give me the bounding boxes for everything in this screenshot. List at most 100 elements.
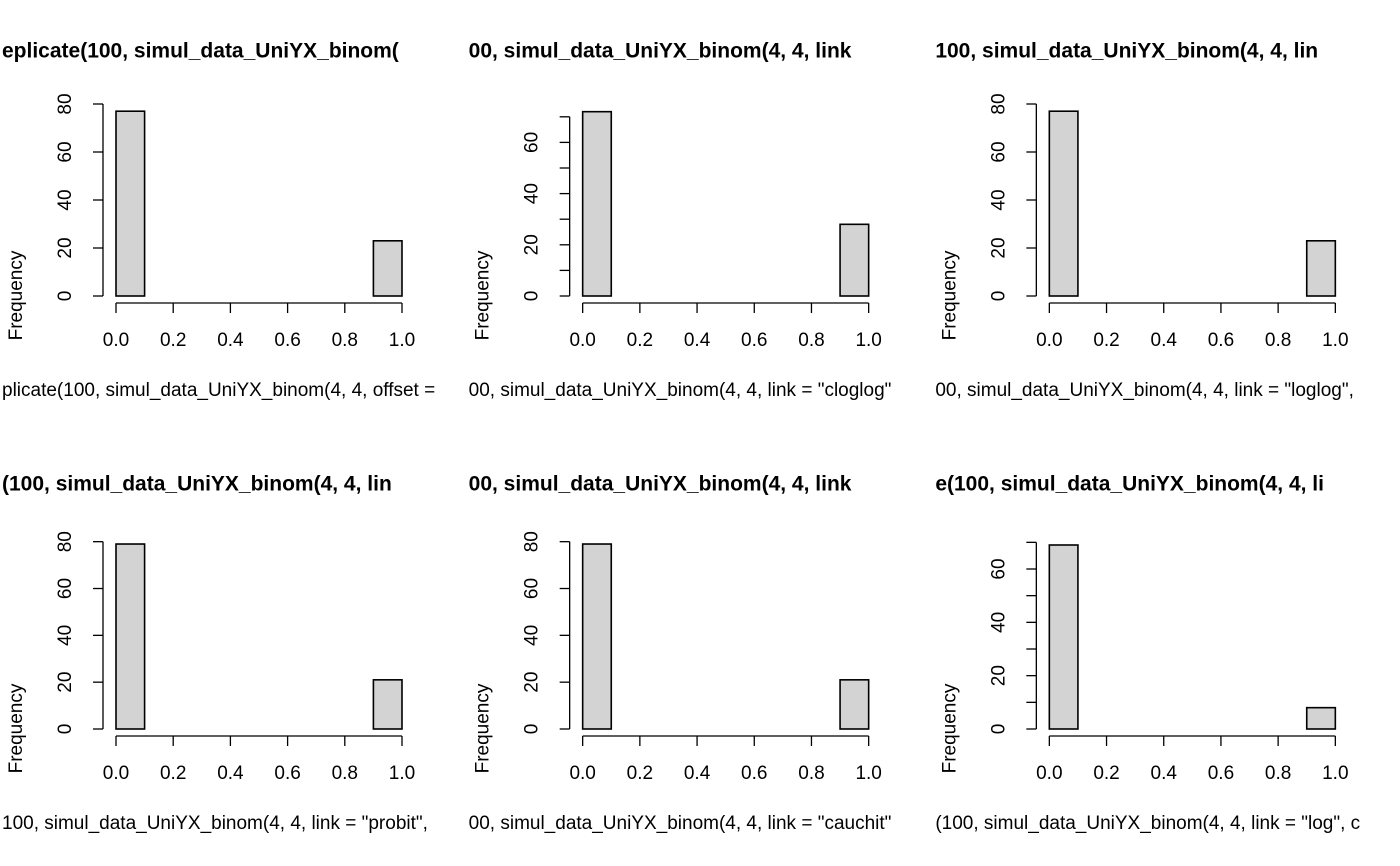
y-tick-label: 60 <box>522 132 543 153</box>
panel: 100, simul_data_UniYX_binom(4, 4, lin 00,… <box>935 40 1354 401</box>
panel-title: 00, simul_data_UniYX_binom(4, 4, link <box>469 40 852 63</box>
y-tick-label: 0 <box>988 291 1009 302</box>
bar <box>1048 544 1079 730</box>
x-tick-label: 0.2 <box>160 763 186 784</box>
x-tick-label: 0.8 <box>332 763 358 784</box>
x-tick-label: 0.4 <box>217 330 244 351</box>
y-tick-label: 40 <box>988 612 1009 633</box>
y-tick-label: 60 <box>55 141 76 162</box>
x-tick-label: 1.0 <box>389 330 415 351</box>
bar <box>372 240 403 297</box>
x-tick-label: 0.8 <box>332 330 358 351</box>
y-tick-label: 60 <box>988 558 1009 579</box>
y-tick-label: 20 <box>55 237 76 258</box>
x-axis-label: 00, simul_data_UniYX_binom(4, 4, link = … <box>469 813 892 834</box>
x-tick-label: 1.0 <box>855 763 881 784</box>
x-axis-label: (100, simul_data_UniYX_binom(4, 4, link … <box>935 813 1360 834</box>
y-tick-label: 0 <box>55 724 76 735</box>
x-tick-label: 0.2 <box>627 330 653 351</box>
panel: eplicate(100, simul_data_UniYX_binom(pli… <box>2 40 435 401</box>
x-tick-label: 0.6 <box>1208 763 1234 784</box>
bar <box>839 223 870 297</box>
panel-title: 100, simul_data_UniYX_binom(4, 4, lin <box>935 40 1318 63</box>
y-tick-label: 40 <box>522 625 543 646</box>
y-tick-label: 80 <box>988 93 1009 114</box>
x-tick-label: 0.8 <box>798 763 824 784</box>
x-tick-label: 1.0 <box>1322 763 1348 784</box>
bar <box>372 679 403 730</box>
x-tick-label: 0.4 <box>684 763 711 784</box>
bar <box>115 110 146 297</box>
x-axis-label: plicate(100, simul_data_UniYX_binom(4, 4… <box>2 380 435 401</box>
x-tick-label: 0.6 <box>741 330 767 351</box>
x-tick-label: 1.0 <box>855 330 881 351</box>
y-axis-label: Frequency <box>473 250 494 340</box>
x-tick-label: 0.8 <box>1265 330 1291 351</box>
y-axis-label: Frequency <box>6 683 27 773</box>
panel-title: e(100, simul_data_UniYX_binom(4, 4, li <box>935 473 1324 496</box>
y-tick-label: 40 <box>988 189 1009 210</box>
panel-title: (100, simul_data_UniYX_binom(4, 4, lin <box>2 473 392 496</box>
x-tick-label: 0.2 <box>1093 763 1119 784</box>
y-tick-label: 80 <box>55 531 76 552</box>
x-tick-label: 0.4 <box>217 763 244 784</box>
y-tick-label: 60 <box>55 578 76 599</box>
y-tick-label: 0 <box>522 724 543 735</box>
panel: e(100, simul_data_UniYX_binom(4, 4, li (1… <box>935 473 1360 834</box>
y-tick-label: 40 <box>522 183 543 204</box>
y-tick-label: 0 <box>522 291 543 302</box>
y-axis-label: Frequency <box>6 250 27 340</box>
x-tick-label: 0.0 <box>1036 763 1062 784</box>
y-axis-label: Frequency <box>473 683 494 773</box>
x-tick-label: 0.6 <box>274 763 300 784</box>
y-tick-label: 60 <box>988 141 1009 162</box>
x-tick-label: 0.0 <box>103 330 129 351</box>
y-tick-label: 60 <box>522 578 543 599</box>
x-tick-label: 0.0 <box>569 330 595 351</box>
x-tick-label: 0.4 <box>1151 330 1178 351</box>
bar <box>1305 706 1337 730</box>
x-tick-label: 0.0 <box>103 763 129 784</box>
bar <box>839 679 870 730</box>
y-axis-label: Frequency <box>939 683 960 773</box>
y-axis-label: Frequency <box>939 250 960 340</box>
x-tick-label: 0.2 <box>627 763 653 784</box>
bar <box>581 543 613 730</box>
x-tick-label: 0.4 <box>684 330 711 351</box>
bar <box>1048 110 1079 297</box>
y-tick-label: 20 <box>55 672 76 693</box>
x-axis-label: 00, simul_data_UniYX_binom(4, 4, link = … <box>469 380 892 401</box>
x-tick-label: 0.8 <box>1265 763 1291 784</box>
x-tick-label: 0.6 <box>741 763 767 784</box>
x-tick-label: 0.0 <box>1036 330 1062 351</box>
panel: (100, simul_data_UniYX_binom(4, 4, lin 10… <box>2 473 428 834</box>
panel: 00, simul_data_UniYX_binom(4, 4, link 00,… <box>469 40 892 401</box>
y-tick-label: 20 <box>522 672 543 693</box>
panel: 00, simul_data_UniYX_binom(4, 4, link 00,… <box>469 473 892 834</box>
panel-title: eplicate(100, simul_data_UniYX_binom( <box>2 40 399 63</box>
x-tick-label: 0.6 <box>274 330 300 351</box>
bar <box>115 543 146 730</box>
x-tick-label: 0.4 <box>1151 763 1178 784</box>
x-tick-label: 0.0 <box>569 763 595 784</box>
x-tick-label: 0.2 <box>1093 330 1119 351</box>
y-tick-label: 80 <box>522 531 543 552</box>
y-tick-label: 20 <box>522 234 543 255</box>
bar <box>581 110 613 297</box>
x-tick-label: 1.0 <box>1322 330 1348 351</box>
y-tick-label: 0 <box>55 291 76 302</box>
y-tick-label: 0 <box>988 724 1009 735</box>
y-tick-label: 40 <box>55 189 76 210</box>
x-axis-label: 100, simul_data_UniYX_binom(4, 4, link =… <box>2 813 428 834</box>
x-tick-label: 0.6 <box>1208 330 1234 351</box>
y-tick-label: 40 <box>55 625 76 646</box>
x-tick-label: 1.0 <box>389 763 415 784</box>
y-tick-label: 20 <box>988 665 1009 686</box>
y-tick-label: 20 <box>988 237 1009 258</box>
x-axis-label: 00, simul_data_UniYX_binom(4, 4, link = … <box>935 380 1354 401</box>
y-tick-label: 80 <box>55 93 76 114</box>
x-tick-label: 0.8 <box>798 330 824 351</box>
bar <box>1305 240 1337 297</box>
